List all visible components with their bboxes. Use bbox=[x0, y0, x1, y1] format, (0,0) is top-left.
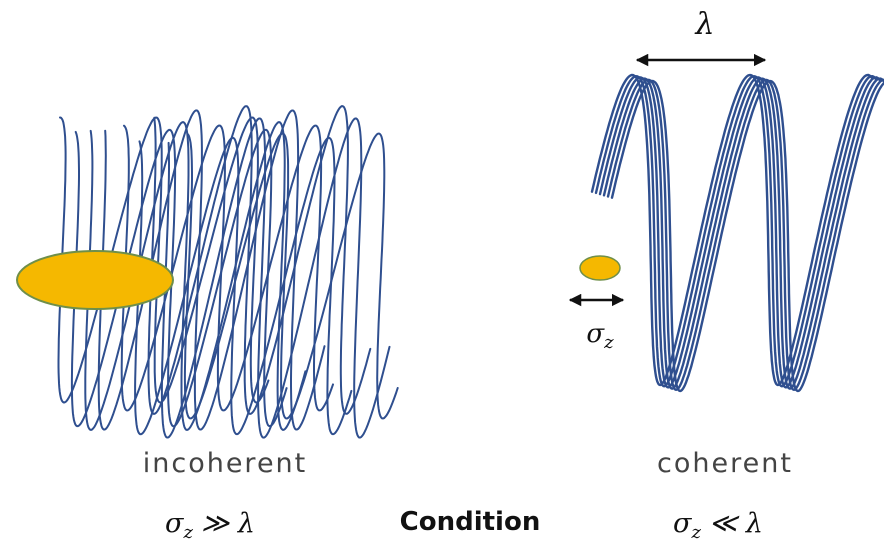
incoherent-waves bbox=[57, 105, 399, 439]
condition-label: Condition bbox=[400, 507, 541, 537]
bunch-length-label: σz bbox=[586, 319, 614, 353]
subscript: z bbox=[690, 522, 701, 543]
wave-strand bbox=[84, 121, 307, 431]
wave-strand bbox=[602, 77, 884, 390]
relation: ≪ λ bbox=[709, 508, 763, 539]
wave-strand bbox=[606, 78, 884, 392]
wave-strand bbox=[134, 136, 353, 436]
small-bunch bbox=[579, 255, 621, 281]
wave-strand bbox=[160, 117, 391, 439]
wave-strand bbox=[97, 109, 326, 431]
wave-strand bbox=[590, 73, 874, 387]
symbol: σ bbox=[586, 319, 605, 349]
right-condition: σz ≪ λ bbox=[673, 508, 763, 543]
right-caption: coherent bbox=[657, 448, 793, 479]
wave-strand bbox=[147, 105, 372, 415]
coherent-waves bbox=[590, 73, 884, 393]
relation: ≫ λ bbox=[201, 508, 255, 539]
left-caption: incoherent bbox=[143, 448, 308, 479]
subscript: z bbox=[182, 522, 193, 543]
subscript: z bbox=[603, 332, 614, 353]
symbol: σ bbox=[165, 508, 185, 539]
large-bunch bbox=[16, 250, 174, 310]
wavelength-label: λ bbox=[694, 7, 714, 42]
left-condition: σz ≫ λ bbox=[165, 508, 255, 543]
wave-strand bbox=[120, 124, 334, 412]
symbol: σ bbox=[673, 508, 693, 539]
wave-strand bbox=[183, 132, 399, 420]
wave-strand bbox=[70, 128, 288, 428]
wave-strand bbox=[610, 79, 884, 393]
wave-strand bbox=[594, 74, 878, 388]
wave-strand bbox=[598, 76, 882, 389]
